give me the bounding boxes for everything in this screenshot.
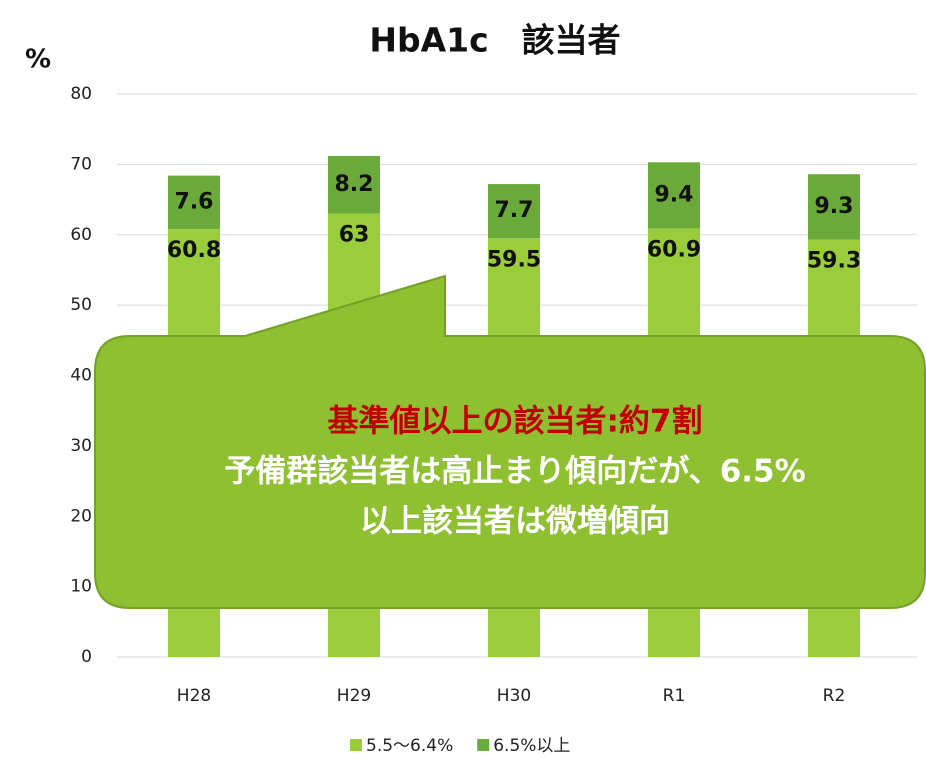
value-label: 7.7 xyxy=(495,198,534,223)
value-label: 60.9 xyxy=(647,237,701,262)
x-tick-label: H28 xyxy=(177,686,211,706)
annotation: 基準値以上の該当者:約7割 xyxy=(328,404,703,440)
bar-segment xyxy=(488,184,540,239)
x-tick-label: H29 xyxy=(337,686,371,706)
callout-shape xyxy=(94,274,926,609)
bar-segment xyxy=(808,174,860,240)
y-tick-label: 30 xyxy=(70,436,92,456)
value-label: 7.6 xyxy=(175,189,214,214)
y-axis-label: % xyxy=(25,45,51,75)
bar-segment xyxy=(328,155,380,214)
value-label: 8.2 xyxy=(335,172,374,197)
y-tick-label: 70 xyxy=(70,154,92,174)
bar-segment xyxy=(648,162,700,229)
y-tick-label: 40 xyxy=(70,366,92,386)
x-tick-label: R2 xyxy=(823,686,846,706)
y-tick-label: 20 xyxy=(70,506,92,526)
x-tick-label: R1 xyxy=(663,686,686,706)
value-label: 63 xyxy=(339,223,370,248)
value-label: 9.4 xyxy=(655,182,694,207)
legend-label: 5.5〜6.4% xyxy=(366,736,453,756)
y-tick-label: 80 xyxy=(70,84,92,104)
chart-title: HbA1c 該当者 xyxy=(369,21,620,60)
annotation: 以上該当者は微増傾向 xyxy=(360,504,670,540)
value-label: 59.3 xyxy=(807,249,861,274)
value-label: 59.5 xyxy=(487,247,541,272)
legend-label: 6.5%以上 xyxy=(493,736,570,756)
value-label: 9.3 xyxy=(815,194,854,219)
y-tick-label: 10 xyxy=(70,577,92,597)
y-tick-label: 50 xyxy=(70,295,92,315)
legend-swatch xyxy=(477,739,490,751)
bar-segment xyxy=(168,175,220,230)
legend-swatch xyxy=(350,739,362,751)
value-label: 60.8 xyxy=(167,238,221,263)
annotation: 予備群該当者は高止まり傾向だが、6.5% xyxy=(224,454,805,490)
x-tick-label: H30 xyxy=(497,686,531,706)
y-tick-label: 0 xyxy=(81,647,92,667)
y-tick-label: 60 xyxy=(70,225,92,245)
legend: 5.5〜6.4% 6.5%以上 xyxy=(350,736,570,756)
callout: 基準値以上の該当者:約7割 予備群該当者は高止まり傾向だが、6.5% 以上該当者… xyxy=(94,274,926,609)
